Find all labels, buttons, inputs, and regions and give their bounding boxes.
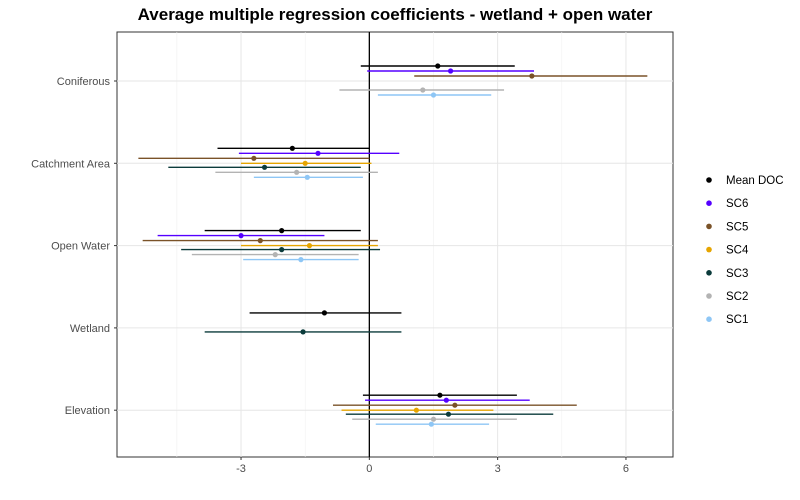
estimate-point	[413, 407, 419, 413]
estimate-point	[529, 73, 535, 79]
estimate-point	[315, 150, 321, 156]
estimate-point	[238, 233, 244, 239]
estimate-point	[251, 155, 257, 161]
estimate-point	[443, 397, 449, 403]
estimate-point	[321, 310, 328, 316]
estimate-point	[448, 68, 454, 74]
legend: Mean DOC SC6 SC5 SC4 SC3 SC2 SC1	[706, 175, 784, 326]
y-tick-label: Coniferous	[57, 76, 111, 88]
x-tick-label: 3	[495, 463, 501, 475]
estimate-point	[298, 257, 304, 263]
estimate-point	[437, 392, 443, 398]
y-tick-label: Catchment Area	[31, 158, 111, 170]
estimate-point	[261, 164, 268, 170]
legend-label: SC5	[726, 221, 748, 233]
estimate-point	[289, 145, 295, 151]
estimate-point	[302, 160, 308, 166]
legend-key	[706, 270, 712, 276]
estimate-point	[279, 247, 285, 253]
legend-key	[706, 293, 712, 299]
estimate-point	[304, 174, 310, 180]
estimate-point	[300, 329, 306, 335]
estimate-point	[306, 243, 313, 249]
estimate-point	[445, 411, 452, 417]
legend-label: Mean DOC	[726, 175, 784, 187]
x-tick-label: -3	[236, 463, 246, 475]
legend-label: SC6	[726, 198, 748, 210]
legend-key	[706, 316, 712, 323]
estimate-point	[257, 238, 263, 244]
estimate-point	[279, 228, 285, 234]
estimate-point	[430, 416, 437, 422]
y-tick-label: Elevation	[65, 405, 110, 417]
plot-panel	[116, 31, 674, 458]
legend-key	[706, 200, 712, 206]
legend-label: SC3	[726, 268, 748, 280]
data-layer	[138, 63, 648, 427]
estimate-point	[452, 402, 458, 408]
legend-label: SC2	[726, 291, 748, 303]
legend-label: SC1	[726, 314, 748, 326]
estimate-point	[435, 63, 441, 69]
axis-layer: Coniferous Catchment Area Open Water Wetlan…	[31, 76, 629, 475]
legend-label: SC4	[726, 245, 749, 257]
estimate-point	[428, 421, 434, 427]
x-tick-label: 6	[623, 463, 629, 475]
legend-key	[706, 246, 712, 253]
legend-key	[706, 177, 712, 183]
estimate-point	[272, 252, 278, 258]
x-tick-label: 0	[366, 463, 372, 475]
chart-title: Average multiple regression coefficients…	[138, 5, 653, 24]
y-tick-label: Open Water	[51, 241, 110, 253]
y-tick-label: Wetland	[70, 323, 110, 335]
estimate-point	[430, 92, 437, 98]
legend-key	[706, 223, 712, 230]
estimate-point	[294, 169, 300, 175]
estimate-point	[420, 87, 426, 93]
